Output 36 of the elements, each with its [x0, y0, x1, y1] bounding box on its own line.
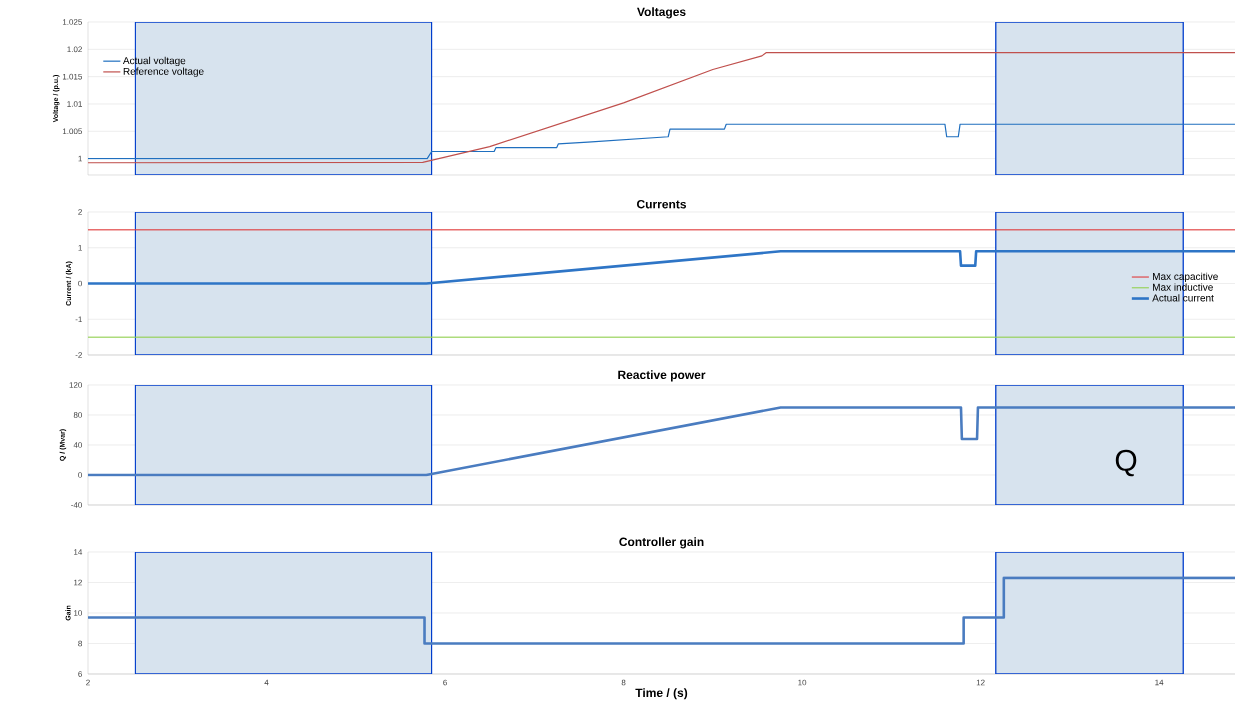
chart-title: Controller gain — [619, 537, 704, 549]
y-tick-label: 1.01 — [67, 101, 82, 107]
x-tick-label: 2 — [86, 679, 90, 686]
y-tick-label: 8 — [78, 640, 82, 647]
x-tick-label: 8 — [621, 679, 626, 686]
y-tick-label: 1 — [78, 245, 82, 251]
y-tick-label: -2 — [75, 352, 82, 358]
x-axis-title: Time / (s) — [635, 688, 688, 700]
y-tick-label: 80 — [73, 412, 83, 418]
y-tick-label: 1 — [78, 155, 82, 162]
y-tick-label: -1 — [75, 316, 82, 323]
chart-title: Voltages — [637, 7, 686, 19]
line-series — [88, 123, 1235, 160]
x-tick-label: 4 — [264, 679, 269, 686]
chart-title: Reactive power — [618, 370, 706, 382]
y-tick-label: -40 — [71, 502, 83, 508]
y-tick-label: 1.005 — [62, 128, 82, 135]
y-tick-label: 1.015 — [62, 73, 82, 80]
x-tick-label: 12 — [976, 679, 985, 686]
x-tick-label: 6 — [443, 679, 447, 686]
x-tick-label: 14 — [1155, 679, 1164, 686]
y-tick-label: 12 — [74, 579, 82, 586]
y-tick-label: 0 — [78, 280, 83, 287]
y-tick-label: 1.025 — [62, 19, 82, 25]
chart-title: Currents — [636, 200, 687, 209]
y-tick-label: 10 — [74, 610, 83, 616]
annotation: Q — [1115, 449, 1137, 477]
line-series — [88, 52, 1235, 164]
y-tick-label: 40 — [73, 442, 83, 448]
y-tick-label: 1.02 — [67, 46, 82, 53]
y-tick-label: 0 — [78, 472, 83, 478]
y-tick-label: 120 — [69, 382, 83, 388]
x-tick-label: 10 — [798, 679, 807, 686]
y-tick-label: 14 — [74, 549, 83, 555]
y-tick-label: 2 — [78, 209, 82, 215]
y-tick-label: 6 — [78, 671, 82, 677]
